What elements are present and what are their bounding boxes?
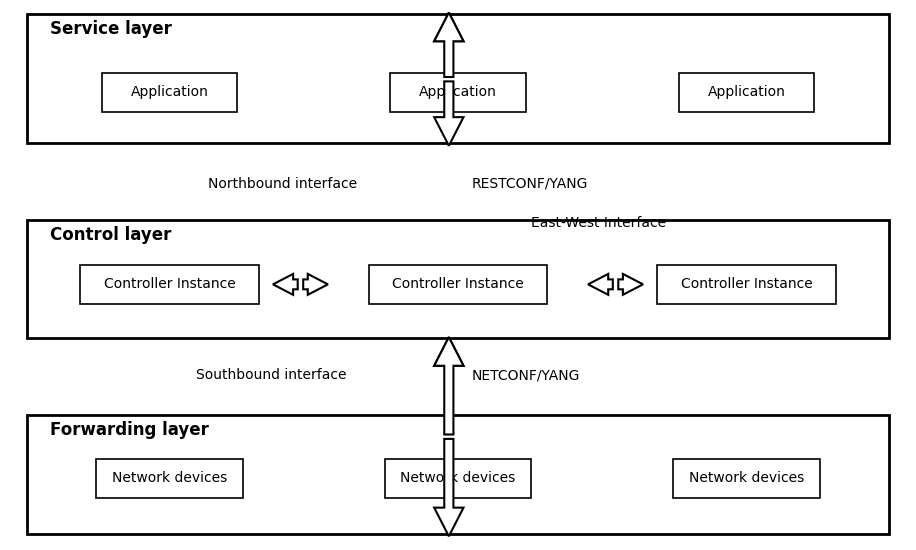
FancyBboxPatch shape	[80, 265, 258, 304]
Text: RESTCONF/YANG: RESTCONF/YANG	[472, 177, 588, 191]
FancyBboxPatch shape	[444, 366, 453, 434]
Polygon shape	[434, 13, 463, 41]
Text: Application: Application	[130, 85, 209, 100]
FancyBboxPatch shape	[27, 415, 889, 534]
Text: Forwarding layer: Forwarding layer	[50, 421, 209, 439]
Polygon shape	[434, 337, 463, 366]
Polygon shape	[434, 81, 463, 146]
Polygon shape	[618, 274, 643, 295]
FancyBboxPatch shape	[444, 41, 453, 77]
Text: Network devices: Network devices	[689, 471, 804, 486]
FancyBboxPatch shape	[385, 459, 531, 498]
Text: Application: Application	[419, 85, 497, 100]
Text: NETCONF/YANG: NETCONF/YANG	[472, 368, 580, 382]
Text: Service layer: Service layer	[50, 20, 172, 38]
Text: Controller Instance: Controller Instance	[681, 277, 812, 292]
FancyBboxPatch shape	[390, 73, 526, 112]
FancyBboxPatch shape	[27, 220, 889, 338]
Polygon shape	[434, 13, 463, 77]
Polygon shape	[434, 439, 463, 536]
FancyBboxPatch shape	[673, 459, 820, 498]
Polygon shape	[588, 274, 613, 295]
Text: East-West Interface: East-West Interface	[531, 216, 667, 230]
Text: Application: Application	[707, 85, 786, 100]
Text: Controller Instance: Controller Instance	[104, 277, 235, 292]
Text: Northbound interface: Northbound interface	[208, 177, 357, 191]
FancyBboxPatch shape	[368, 265, 547, 304]
Text: Controller Instance: Controller Instance	[392, 277, 524, 292]
Polygon shape	[434, 337, 463, 434]
FancyBboxPatch shape	[102, 73, 237, 112]
Polygon shape	[273, 274, 298, 295]
FancyBboxPatch shape	[679, 73, 814, 112]
FancyBboxPatch shape	[657, 265, 835, 304]
FancyBboxPatch shape	[96, 459, 243, 498]
Text: Control layer: Control layer	[50, 226, 172, 244]
FancyBboxPatch shape	[27, 14, 889, 143]
Text: Network devices: Network devices	[400, 471, 516, 486]
Text: Network devices: Network devices	[112, 471, 227, 486]
Polygon shape	[303, 274, 328, 295]
Text: Southbound interface: Southbound interface	[196, 368, 346, 382]
